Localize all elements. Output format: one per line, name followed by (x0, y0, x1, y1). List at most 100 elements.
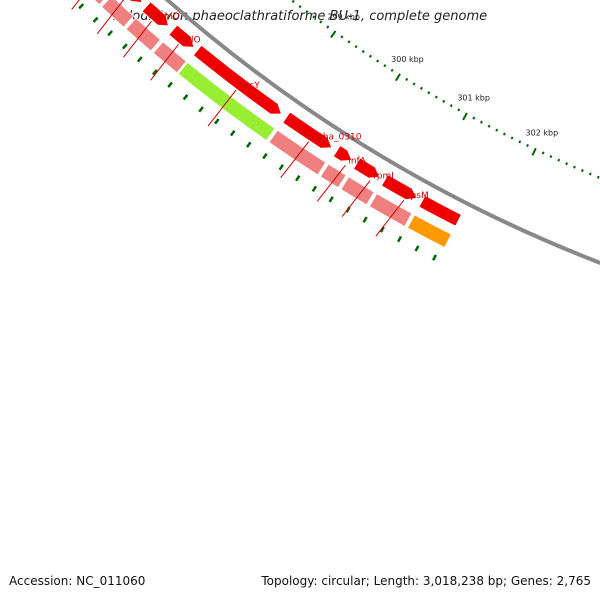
scale-dot (596, 175, 600, 179)
scale-dot (319, 20, 323, 24)
scale-dot (412, 82, 416, 86)
label-leader (71, 0, 80, 10)
scale-dot (298, 5, 302, 9)
label-leader (96, 0, 125, 34)
top-tick (136, 56, 143, 63)
scale-dot (526, 143, 529, 148)
scale-dots (291, 0, 600, 179)
scale-dot (419, 86, 423, 90)
scale-dot (390, 68, 394, 72)
scale-dot (549, 155, 553, 159)
top-tick (379, 226, 385, 233)
gene-feature-rpmD (125, 17, 162, 52)
top-tick (214, 118, 220, 125)
gene-label-secY: secY (239, 81, 260, 91)
gene-label-rpsM: rpsM (407, 191, 429, 201)
cds-arrow-next (418, 194, 463, 227)
scale-dot (449, 104, 453, 108)
cds-arrow-Ppha_0310 (281, 111, 333, 149)
top-tick (432, 254, 438, 261)
scale-dot (347, 40, 351, 44)
scale-dot (312, 15, 316, 19)
scale-dot (502, 132, 506, 136)
scale-dot (354, 45, 358, 49)
cds-arrow-rplO (168, 24, 195, 48)
scale-dot (510, 136, 514, 140)
scale-dot (368, 54, 372, 58)
gene-feature-rpsE (100, 0, 135, 28)
top-tick (167, 81, 173, 88)
scale-dot (541, 151, 545, 155)
cds-arrow-rpmJ (352, 157, 381, 179)
scale-major-tick (330, 30, 337, 39)
genome-backbone (164, 0, 600, 265)
label-leader (375, 199, 405, 237)
top-tick (107, 30, 114, 37)
genome-summary: Topology: circular; Length: 3,018,238 bp… (261, 574, 591, 588)
top-tick (328, 196, 334, 203)
scale-dot (405, 77, 409, 82)
top-tick (262, 152, 268, 160)
scale-dot (434, 95, 438, 99)
scale-dot (427, 91, 431, 95)
top-tick (92, 16, 99, 23)
label-leader (207, 89, 237, 127)
label-leader (150, 43, 179, 81)
gene-label-infA: infA (348, 156, 366, 166)
top-tick (198, 106, 204, 113)
top-tick (397, 235, 403, 243)
top-tick (414, 245, 420, 252)
top-tick (78, 3, 85, 10)
gene-feature-Ppha_0310 (268, 129, 327, 176)
scale-dot (472, 116, 476, 120)
cds-arrow-rpmD (141, 0, 170, 27)
scale-dot (326, 25, 330, 29)
label-leader (123, 20, 152, 58)
scale-dot (383, 64, 387, 68)
top-tick (245, 141, 252, 148)
scale-dot (588, 172, 592, 176)
scale-dot (573, 165, 576, 169)
top-tick (151, 69, 158, 76)
label-leader (316, 165, 346, 202)
scale-dot (495, 128, 499, 132)
scale-dot (487, 124, 491, 128)
scale-label: 302 kbp (526, 129, 559, 138)
scale-dot (457, 108, 461, 112)
gene-feature-rpsM (368, 192, 413, 228)
gene-label-rpmD: rpmD (155, 12, 180, 22)
scale-dot (565, 162, 569, 166)
scale-dot (361, 49, 365, 54)
gene-label-rpmJ: rpmJ (373, 172, 394, 182)
scale-dot (305, 10, 309, 14)
scale-label: 300 kbp (391, 55, 424, 64)
scale-label: 301 kbp (457, 94, 490, 103)
gene-label-rplO: rplO (182, 35, 201, 45)
cds-arrow-infA (332, 144, 353, 162)
top-tick (311, 185, 318, 193)
scale-dot (340, 35, 344, 39)
map-title: Pelodictyon phaeoclathratiforme BU-1, co… (112, 9, 488, 24)
label-leader (341, 180, 371, 217)
label-leader (280, 141, 310, 178)
cds-arrow-rpsE (128, 0, 143, 4)
accession-text: Accession: NC_011060 (9, 574, 146, 588)
gene-feature-rplR (93, 0, 105, 6)
gene-track (93, 0, 453, 249)
cds-arrow-rpsM (380, 173, 418, 201)
scale-dot (442, 99, 446, 103)
gene-label-Ppha_0310: Ppha_0310 (312, 133, 362, 143)
top-tick (295, 174, 301, 182)
top-tick (229, 129, 236, 137)
gene-feature-next (406, 214, 453, 249)
gene-feature-infA (319, 163, 347, 189)
scale-dot (291, 0, 295, 3)
scale-dot (479, 120, 483, 124)
top-tick (362, 216, 368, 223)
gene-feature-rpmJ (340, 175, 375, 206)
scale-label: 299 kbp (327, 13, 360, 22)
scale-major-tick (394, 73, 401, 82)
scale-dot (518, 140, 522, 144)
